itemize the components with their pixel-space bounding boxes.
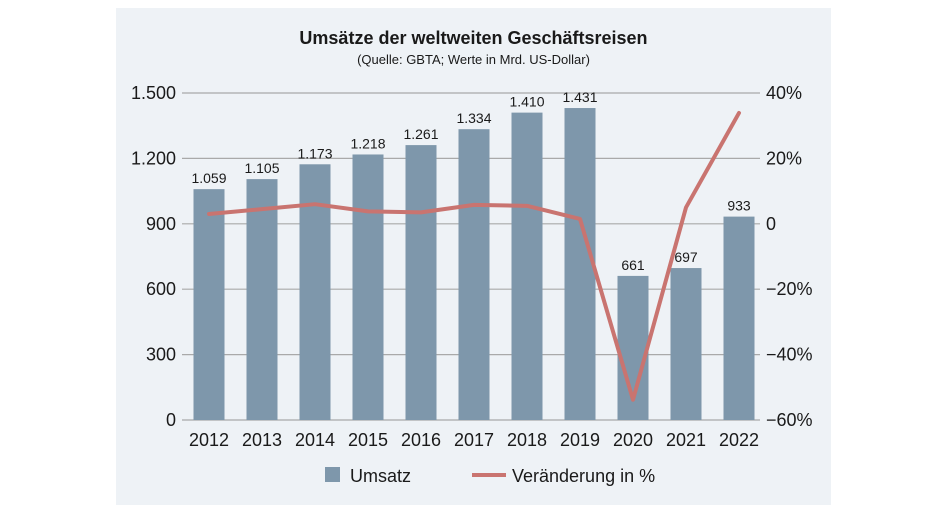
bar-value-label: 1.334 [456,110,491,126]
bar-value-label: 1.218 [350,135,385,151]
x-tick-label: 2022 [719,430,759,450]
right-tick-label: −60% [766,410,813,430]
x-tick-label: 2012 [189,430,229,450]
bar-value-label: 1.173 [297,145,332,161]
bar-series [193,108,755,421]
bar-value-labels: 1.059 1.105 1.173 1.218 1.261 1.334 1.410 1.431… [191,89,750,273]
x-tick-label: 2018 [507,430,547,450]
bar-2015 [352,154,384,420]
left-tick-label: 300 [146,345,176,365]
right-axis-ticks: −60% −40% −20% 0 20% 40% [766,83,813,430]
bar-2013 [246,179,278,420]
x-axis-ticks: 2012 2013 2014 2015 2016 2017 2018 2019 2020 2021… [189,430,759,450]
left-tick-label: 600 [146,279,176,299]
bar-2017 [458,129,490,421]
bar-value-label: 1.410 [509,94,544,110]
left-tick-label: 0 [166,410,176,430]
bar-value-label: 697 [674,249,698,265]
x-tick-label: 2020 [613,430,653,450]
bar-value-label: 933 [727,198,751,214]
right-tick-label: −20% [766,279,813,299]
right-tick-label: −40% [766,345,813,365]
bar-value-label: 1.059 [191,170,226,186]
right-tick-label: 0 [766,214,776,234]
bar-value-label: 661 [621,257,645,273]
x-tick-label: 2015 [348,430,388,450]
bar-2016 [405,145,437,421]
line-veraenderung [207,110,741,402]
bar-2018 [511,112,543,421]
chart-subtitle: (Quelle: GBTA; Werte in Mrd. US-Dollar) [357,52,590,67]
legend-bar-swatch [325,467,340,482]
x-tick-label: 2019 [560,430,600,450]
legend: Umsatz Veränderung in % [325,466,655,486]
legend-label-umsatz: Umsatz [350,466,411,486]
left-axis-ticks: 0 300 600 900 1.200 1.500 [131,83,176,430]
chart-title: Umsätze der weltweiten Geschäftsreisen [299,28,648,48]
bar-2022 [723,216,755,420]
left-tick-label: 900 [146,214,176,234]
bar-2021 [670,268,702,420]
right-tick-label: 40% [766,83,802,103]
bar-value-label: 1.261 [403,126,438,142]
bar-2012 [193,189,225,420]
legend-label-veraenderung: Veränderung in % [512,466,655,486]
x-tick-label: 2017 [454,430,494,450]
x-tick-label: 2021 [666,430,706,450]
bar-value-label: 1.105 [244,160,279,176]
x-tick-label: 2014 [295,430,335,450]
bar-value-label: 1.431 [562,89,597,105]
left-tick-label: 1.200 [131,148,176,168]
bar-2019 [564,108,596,421]
x-tick-label: 2013 [242,430,282,450]
right-tick-label: 20% [766,148,802,168]
x-tick-label: 2016 [401,430,441,450]
left-tick-label: 1.500 [131,83,176,103]
line-series [207,110,741,402]
